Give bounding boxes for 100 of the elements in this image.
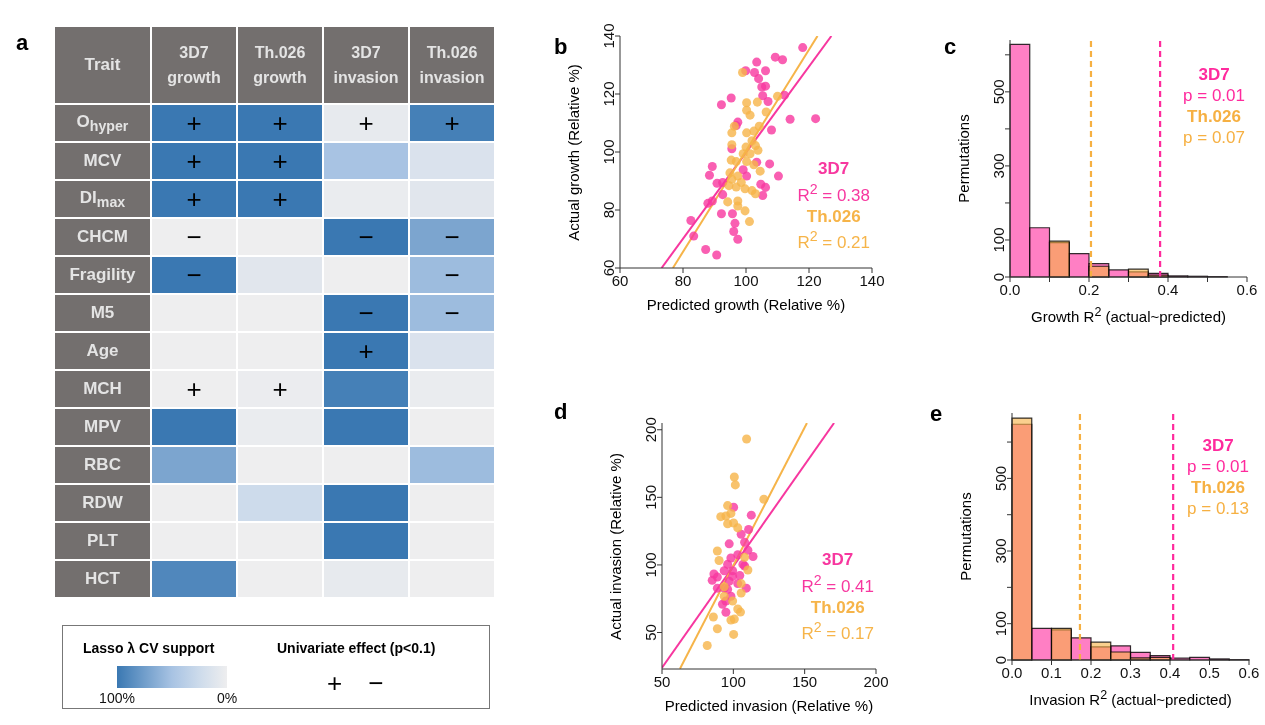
y-axis-title: Actual invasion (Relative %)	[606, 452, 624, 640]
x-tick-label: 0.5	[1199, 663, 1220, 681]
annotation: p = 0.01	[1187, 457, 1249, 476]
x-tick-label: Th.026 invasion	[418, 43, 486, 88]
color-bar-title: Lasso λ CV support	[83, 640, 215, 656]
y-tick-label: 200	[642, 417, 660, 443]
annotation: R$^{2}$ = 0.38	[797, 181, 870, 205]
y-tick-label: MCV	[83, 151, 122, 171]
color-bar-label: 0%	[216, 690, 238, 706]
y-tick-label: 300	[992, 538, 1010, 564]
x-axis-title: Invasion R$^{2}$ (actual~predicted)	[1029, 688, 1232, 708]
y-tick-label: HCT	[85, 569, 120, 589]
chart-title: d	[554, 399, 568, 425]
y-tick-label: 300	[990, 153, 1008, 179]
x-axis-title: Growth R$^{2}$ (actual~predicted)	[1031, 305, 1226, 325]
x-tick-label: 200	[863, 672, 889, 690]
x-tick-label: 150	[792, 672, 818, 690]
data-label: +	[358, 335, 374, 367]
x-axis-title: Predicted growth (Relative %)	[646, 296, 846, 313]
x-tick-label: 0.6	[1236, 280, 1258, 298]
annotation: p = 0.07	[1183, 128, 1245, 147]
x-tick-label: 0.2	[1080, 663, 1102, 681]
data-label: −	[444, 221, 460, 253]
y-tick-label: 100	[600, 139, 618, 165]
y-tick-label: M5	[90, 303, 115, 323]
data-label: +	[186, 145, 202, 177]
annotation: R$^{2}$ = 0.17	[801, 619, 874, 644]
text: Th.026	[1191, 478, 1245, 497]
text: Th.026	[810, 597, 865, 617]
data-label: +	[444, 107, 460, 139]
y-tick-label: MCH	[83, 379, 122, 399]
y-tick-label: 100	[992, 611, 1010, 637]
y-tick-label: Age	[86, 341, 119, 361]
y-tick-label: Fragility	[69, 265, 136, 285]
text: 3D7	[1202, 436, 1234, 455]
data-label: −	[186, 221, 202, 253]
annotation: R$^{2}$ = 0.41	[801, 572, 874, 596]
data-label: −	[358, 221, 374, 253]
y-tick-label: 120	[600, 81, 618, 107]
y-tick-label: 0	[990, 272, 1008, 282]
x-tick-label: 3D7 invasion	[332, 43, 400, 88]
x-tick-label: 80	[674, 271, 692, 289]
data-label: +	[272, 145, 288, 177]
x-tick-label: 0.3	[1120, 663, 1141, 681]
chart-title: a	[16, 30, 29, 56]
x-tick-label: 120	[796, 271, 822, 289]
x-tick-label: 50	[653, 672, 671, 690]
x-tick-label: 0.4	[1159, 663, 1181, 681]
y-axis-title: Trait	[84, 55, 121, 75]
y-tick-label: 100	[642, 552, 660, 578]
y-tick-label: O$_{hyper}$	[76, 111, 129, 135]
text: −	[368, 668, 384, 699]
chart-title: e	[930, 401, 943, 427]
x-tick-label: Th.026 growth	[252, 43, 308, 88]
y-tick-label: 100	[990, 227, 1008, 253]
x-tick-label: 0.0	[1001, 663, 1023, 681]
data-label: +	[186, 183, 202, 215]
y-tick-label: 140	[600, 23, 618, 49]
text: +	[327, 668, 343, 699]
x-axis-title: Predicted invasion (Relative %)	[664, 697, 874, 714]
text: 3D7	[822, 550, 854, 569]
annotation: R$^{2}$ = 0.21	[797, 228, 870, 253]
text: Univariate effect (p<0.1)	[277, 640, 436, 656]
y-tick-label: MPV	[84, 417, 121, 437]
data-label: +	[358, 107, 374, 139]
data-label: +	[272, 107, 288, 139]
x-tick-label: 100	[720, 672, 746, 690]
data-label: −	[358, 297, 374, 329]
y-tick-label: DI$_{max}$	[79, 187, 126, 211]
data-label: −	[444, 297, 460, 329]
text: Th.026	[1187, 107, 1241, 126]
y-axis-title: Permutations	[956, 492, 974, 581]
data-label: −	[444, 259, 460, 291]
y-tick-label: 500	[990, 79, 1008, 105]
y-tick-label: RBC	[84, 455, 121, 475]
text: Th.026	[806, 206, 861, 226]
color-bar-label: 100%	[99, 690, 135, 706]
text: 3D7	[818, 159, 850, 178]
x-tick-label: 0.0	[999, 280, 1021, 298]
y-tick-label: 0	[992, 655, 1010, 665]
y-tick-label: 80	[600, 201, 618, 219]
annotation: p = 0.13	[1187, 499, 1249, 518]
y-tick-label: 60	[600, 259, 618, 277]
x-tick-label: 0.2	[1078, 280, 1100, 298]
chart-title: b	[554, 34, 568, 60]
data-label: +	[186, 373, 202, 405]
text: 3D7	[1198, 65, 1230, 84]
x-tick-label: 0.4	[1157, 280, 1179, 298]
y-tick-label: 150	[642, 484, 660, 510]
x-tick-label: 140	[859, 271, 885, 289]
y-tick-label: RDW	[82, 493, 123, 513]
x-tick-label: 100	[733, 271, 759, 289]
data-label: +	[186, 107, 202, 139]
chart-title: c	[944, 34, 957, 60]
y-axis-title: Actual growth (Relative %)	[564, 63, 582, 241]
y-tick-label: CHCM	[77, 227, 128, 247]
y-tick-label: PLT	[87, 531, 118, 551]
x-tick-label: 0.1	[1041, 663, 1062, 681]
x-tick-label: 0.6	[1238, 663, 1260, 681]
data-label: +	[272, 373, 288, 405]
